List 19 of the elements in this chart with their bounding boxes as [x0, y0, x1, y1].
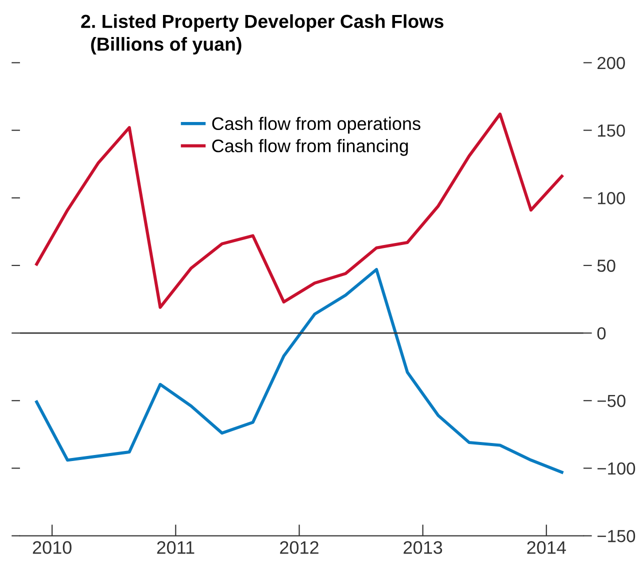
- x-tick-label: 2013: [404, 541, 442, 554]
- y-tick-label: 200: [598, 56, 625, 70]
- y-tick-label: 100: [598, 192, 625, 204]
- y-tick-label: −150: [598, 530, 636, 542]
- line-series: [35, 268, 564, 474]
- y-tick-label: 50: [597, 260, 616, 272]
- y-tick-label: 150: [598, 124, 625, 137]
- chart-subtitle: (Billions of yuan): [91, 37, 242, 55]
- legend-label: Cash flow from operations: [212, 116, 420, 134]
- x-tick-label: 2014: [527, 541, 566, 554]
- x-tick-label: 2010: [32, 541, 72, 554]
- y-tick-label: −50: [598, 394, 626, 408]
- chart-title: 2. Listed Property Developer Cash Flows: [81, 14, 444, 32]
- legend-label: Cash flow from financing: [212, 139, 408, 156]
- x-tick-label: 2012: [280, 541, 318, 554]
- line-series: [35, 112, 564, 309]
- x-tick-label: 2011: [157, 541, 194, 554]
- y-tick-label: 0: [597, 327, 606, 340]
- y-tick-label: −100: [598, 462, 636, 475]
